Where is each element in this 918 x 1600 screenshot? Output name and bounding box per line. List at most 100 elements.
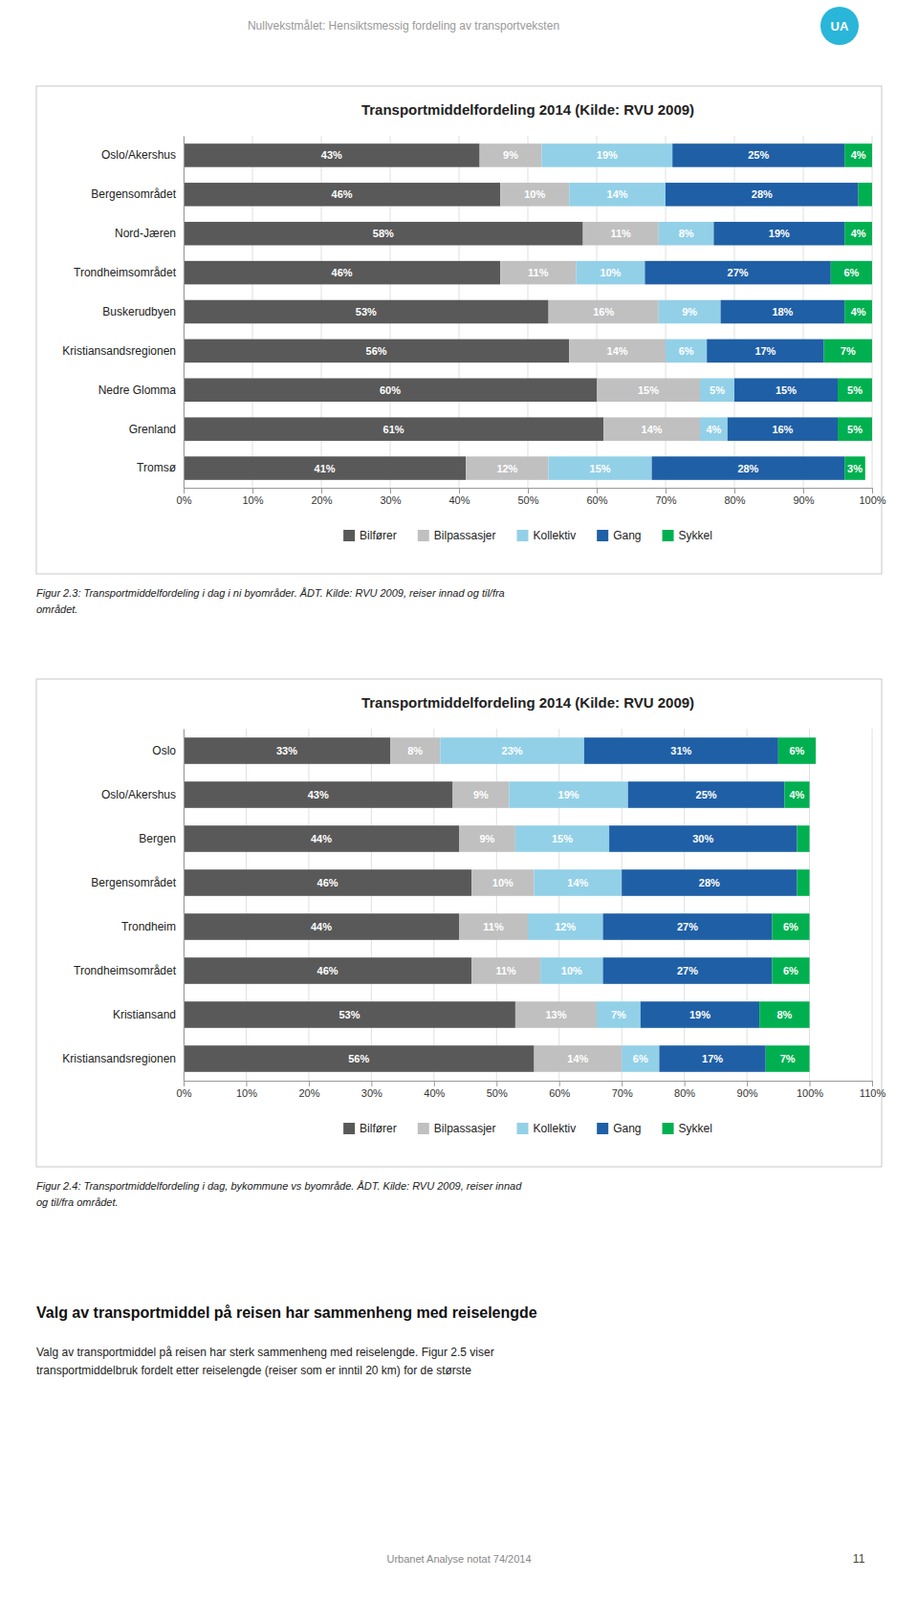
chart-frame (36, 86, 882, 574)
data-label: 46% (317, 876, 339, 889)
legend-swatch (662, 529, 675, 542)
bar (548, 456, 653, 481)
bar (183, 737, 391, 765)
legend-label: Sykkel (678, 528, 713, 543)
bar (837, 416, 873, 441)
x-tick-mark (746, 1080, 748, 1087)
caption: området. (36, 603, 78, 615)
y-axis: Oslo/AkershusBergensområdetNord-JærenTro… (62, 136, 184, 489)
bar (183, 825, 459, 853)
grid-line (872, 728, 874, 1081)
legend-item: Gang (596, 528, 641, 543)
data-label: 8% (678, 227, 695, 240)
legend-item: Bilpassasjer (417, 1121, 497, 1136)
bar (844, 143, 873, 168)
bar (765, 1045, 810, 1072)
y-tick: Trondheimsområdet (73, 963, 184, 978)
data-label: 6% (633, 1052, 649, 1065)
x-tick: 0% (176, 1080, 193, 1099)
x-tick-mark (371, 1080, 372, 1087)
x-tick: 90% (737, 1080, 759, 1099)
data-label: 7% (780, 1052, 796, 1065)
bar (183, 339, 569, 364)
data-label: 27% (677, 920, 699, 933)
data-label: 53% (338, 1008, 360, 1021)
y-tick: Nedre Glomma (98, 383, 184, 397)
bar (568, 182, 666, 207)
bar (837, 378, 873, 403)
legend-swatch (662, 1122, 675, 1135)
bar (672, 143, 845, 168)
x-tick-label: 50% (486, 1087, 508, 1099)
x-tick-label: 90% (792, 494, 814, 506)
x-axis: 0%10%20%30%40%50%60%70%80%90%100% (176, 487, 887, 506)
bar (584, 737, 779, 765)
data-label: 10% (561, 964, 583, 977)
x-tick-mark (459, 487, 460, 494)
x-tick: 60% (586, 487, 608, 506)
bar (699, 378, 735, 403)
bar (183, 869, 472, 897)
bar (540, 957, 603, 984)
x-tick-mark (308, 1080, 310, 1087)
x-tick: 80% (674, 1080, 696, 1099)
x-tick-label: 60% (548, 1087, 570, 1099)
y-tick: Bergensområdet (90, 187, 184, 201)
x-tick-mark (872, 487, 874, 494)
y-tick: Buskerudbyen (102, 305, 184, 319)
x-tick: 100% (858, 487, 886, 506)
y-tick: Bergensområdet (90, 875, 184, 890)
data-label: 46% (317, 964, 339, 977)
x-tick-label: 60% (586, 494, 608, 506)
bar (784, 781, 809, 809)
data-label: 4% (851, 306, 867, 318)
data-label: 12% (554, 920, 576, 933)
bar (640, 1001, 760, 1028)
x-axis: 0%10%20%30%40%50%60%70%80%90%100%110% (176, 1080, 887, 1099)
bars (183, 143, 873, 481)
x-tick-label: 0% (176, 494, 193, 506)
data-label: 28% (699, 876, 721, 889)
data-label: 61% (383, 423, 405, 436)
legend-label: Sykkel (678, 1121, 713, 1136)
legend-swatch (417, 1122, 430, 1135)
data-label: 10% (599, 266, 621, 279)
bar (796, 869, 809, 897)
x-tick-label: 0% (176, 1087, 193, 1099)
data-label: 10% (492, 876, 514, 889)
data-label: 27% (727, 266, 749, 279)
x-tick: 20% (298, 1080, 320, 1099)
bar (665, 339, 707, 364)
grid (183, 728, 873, 1081)
chart-title: Transportmiddelfordeling 2014 (Kilde: RV… (361, 694, 695, 711)
bar (658, 221, 715, 246)
bar (652, 456, 846, 481)
legend-item: Bilfører (343, 528, 397, 543)
y-tick-label: Oslo (152, 743, 176, 758)
data-label: 15% (637, 384, 659, 396)
data-label: 7% (611, 1008, 627, 1021)
bar (568, 339, 666, 364)
bar (596, 378, 700, 403)
legend-swatch (343, 529, 355, 542)
data-label: 15% (775, 384, 797, 396)
legend-item: Bilpassasjer (417, 528, 497, 543)
x-tick-label: 10% (236, 1087, 258, 1099)
y-tick-label: Trondheimsområdet (73, 265, 177, 280)
grid (183, 135, 873, 488)
page-number: 11 (852, 1551, 866, 1566)
bar (583, 221, 659, 246)
x-tick: 50% (517, 487, 539, 506)
bar (771, 913, 809, 940)
x-axis-line (184, 1080, 874, 1082)
grid-line (183, 728, 185, 1081)
x-tick-label: 30% (361, 1087, 383, 1099)
bar (471, 869, 534, 897)
y-tick-label: Tromsø (136, 460, 177, 475)
bar (534, 869, 623, 897)
legend-item: Bilfører (343, 1121, 397, 1136)
data-label: 14% (607, 345, 629, 357)
data-label: 9% (480, 832, 496, 845)
bar (778, 737, 816, 765)
x-tick-label: 70% (655, 494, 677, 506)
